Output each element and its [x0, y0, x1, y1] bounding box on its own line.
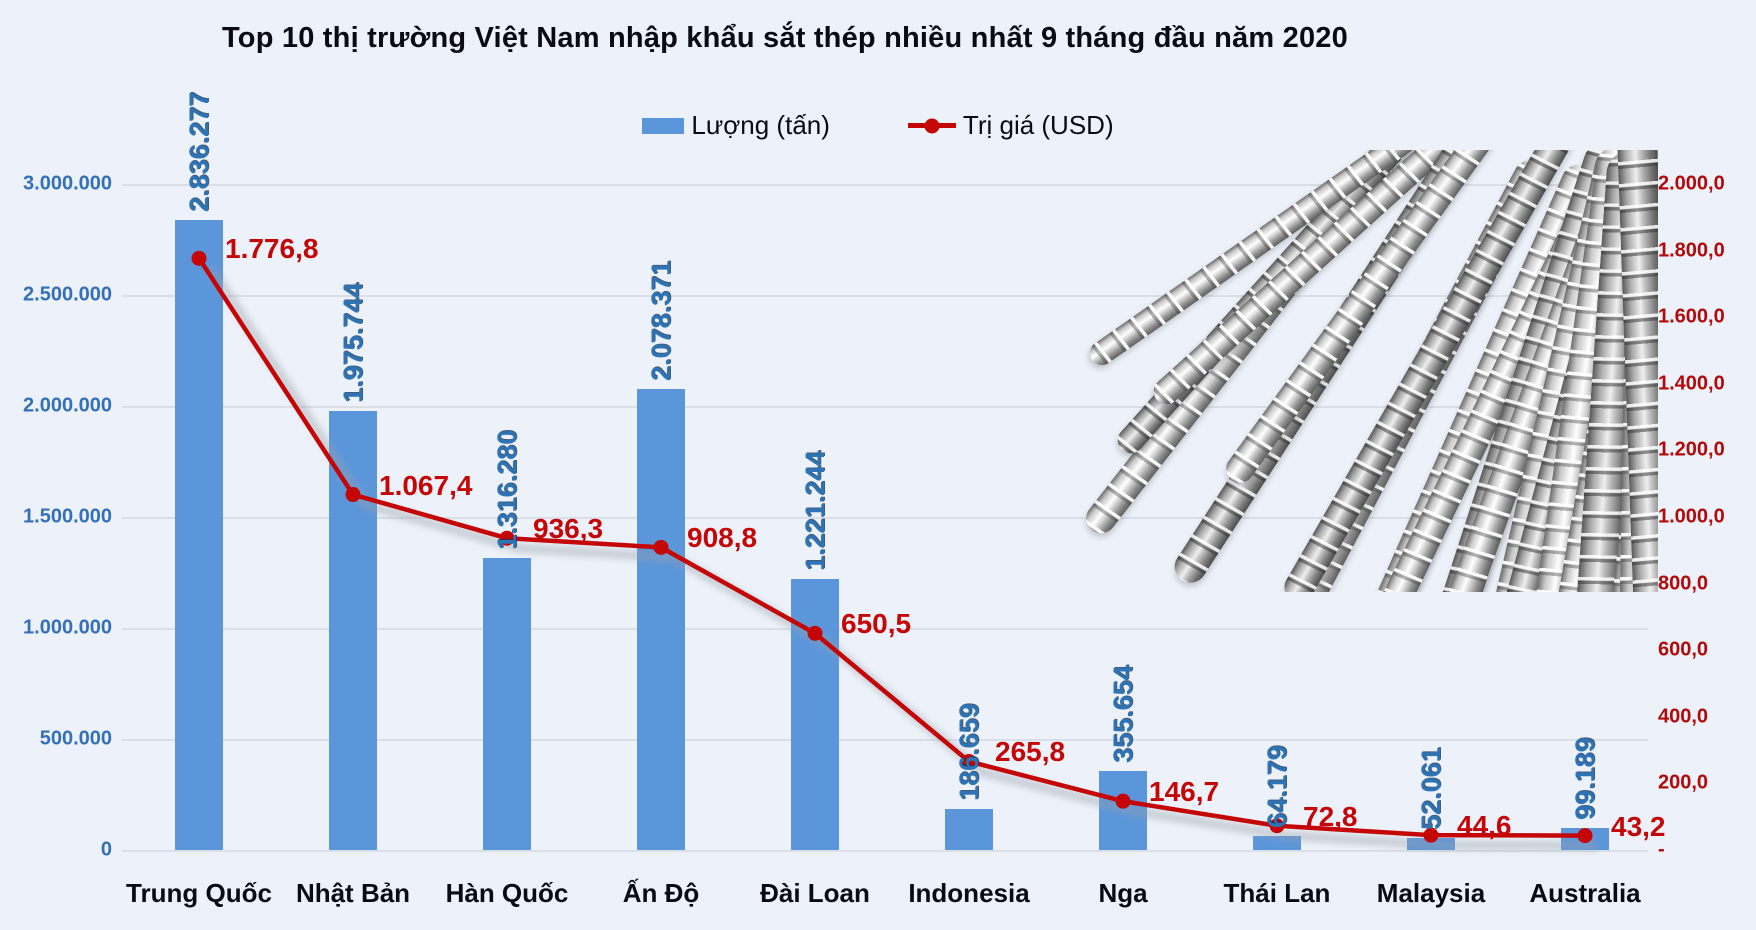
bar [637, 388, 685, 850]
line-value-label: 908,8 [687, 522, 758, 554]
line-value-label: 146,7 [1149, 776, 1220, 808]
left-axis-tick: 0 [100, 838, 112, 861]
category-label: Trung Quốc [126, 878, 272, 908]
line-value-label: 936,3 [533, 513, 604, 545]
line-value-label: 650,5 [841, 608, 912, 640]
bar [791, 578, 839, 850]
left-axis-tick: 500.000 [39, 727, 112, 750]
bar [175, 220, 223, 850]
legend-value-label: Trị giá (USD) [962, 110, 1114, 140]
bar-value-label: 99.189 [1570, 737, 1600, 820]
category-label: Hàn Quốc [445, 878, 569, 908]
left-axis-tick: 3.000.000 [23, 172, 112, 195]
bar [945, 808, 993, 850]
right-axis-tick: 1.600,0 [1658, 305, 1725, 328]
bar [1099, 771, 1147, 850]
bar [1253, 835, 1301, 850]
line-value-label: 44,6 [1457, 810, 1512, 842]
category-label: Thái Lan [1223, 878, 1331, 908]
bar [1407, 838, 1455, 850]
bar [483, 557, 531, 850]
bar-value-label: 2.836.277 [184, 92, 214, 213]
rebar-image [1062, 150, 1658, 592]
bar-value-label: 355.654 [1108, 665, 1138, 764]
right-axis-tick: 400,0 [1658, 705, 1709, 728]
bar-value-label: 64.179 [1262, 745, 1292, 828]
legend-volume-label: Lượng (tấn) [691, 110, 830, 140]
left-axis-tick: 1.000.000 [23, 616, 112, 639]
bar [329, 411, 377, 850]
left-axis-tick: 2.000.000 [23, 394, 112, 417]
category-label: Australia [1529, 878, 1641, 908]
right-axis-tick: 1.400,0 [1658, 372, 1725, 395]
gridline [122, 850, 1648, 852]
line-value-label: 72,8 [1303, 800, 1358, 832]
right-axis-tick: 1.000,0 [1658, 505, 1725, 528]
category-label: Ấn Độ [622, 878, 700, 908]
category-label: Nhật Bản [295, 878, 411, 908]
legend-item-volume: Lượng (tấn) [642, 110, 830, 141]
bar-value-label: 2.078.371 [646, 260, 676, 381]
bar-value-label: 186.659 [954, 702, 984, 801]
right-axis-tick: 600,0 [1658, 638, 1709, 661]
left-axis-tick: 2.500.000 [23, 283, 112, 306]
right-axis-tick: 2.000,0 [1658, 172, 1725, 195]
bar [1561, 827, 1609, 850]
legend-item-value: Trị giá (USD) [907, 110, 1114, 141]
category-label: Nga [1098, 878, 1148, 908]
gridline [122, 184, 1648, 186]
legend: Lượng (tấn) Trị giá (USD) [0, 110, 1756, 141]
bar-value-label: 1.221.244 [800, 450, 830, 571]
chart-title: Top 10 thị trường Việt Nam nhập khẩu sắt… [222, 22, 1348, 54]
line-value-label: 1.067,4 [379, 469, 473, 501]
right-axis-tick: - [1658, 838, 1665, 861]
category-label: Indonesia [908, 878, 1030, 908]
bar-value-label: 1.316.280 [492, 429, 522, 550]
right-axis-tick: 200,0 [1658, 771, 1709, 794]
line-value-label: 265,8 [995, 736, 1066, 768]
left-axis-tick: 1.500.000 [23, 505, 112, 528]
bar-value-label: 52.061 [1416, 747, 1446, 831]
category-label: Đài Loan [760, 878, 870, 908]
bar-legend-swatch-icon [642, 117, 685, 134]
right-axis-tick: 1.200,0 [1658, 438, 1725, 461]
bar-value-label: 1.975.744 [338, 283, 368, 404]
line-value-label: 1.776,8 [225, 233, 319, 265]
category-label: Malaysia [1376, 878, 1486, 908]
right-axis-tick: 1.800,0 [1658, 239, 1725, 262]
right-axis-tick: 800,0 [1658, 572, 1709, 595]
line-value-label: 43,2 [1611, 810, 1666, 842]
line-legend-marker-icon [907, 118, 956, 133]
